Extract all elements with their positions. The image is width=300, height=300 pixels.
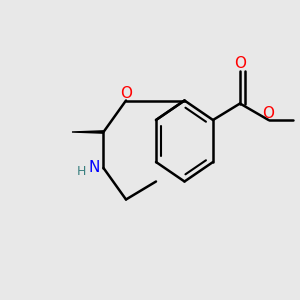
Polygon shape — [72, 131, 104, 133]
Text: H: H — [76, 165, 86, 178]
Text: O: O — [234, 56, 246, 70]
Text: O: O — [120, 86, 132, 101]
Text: O: O — [262, 106, 274, 121]
Text: N: N — [89, 160, 100, 175]
